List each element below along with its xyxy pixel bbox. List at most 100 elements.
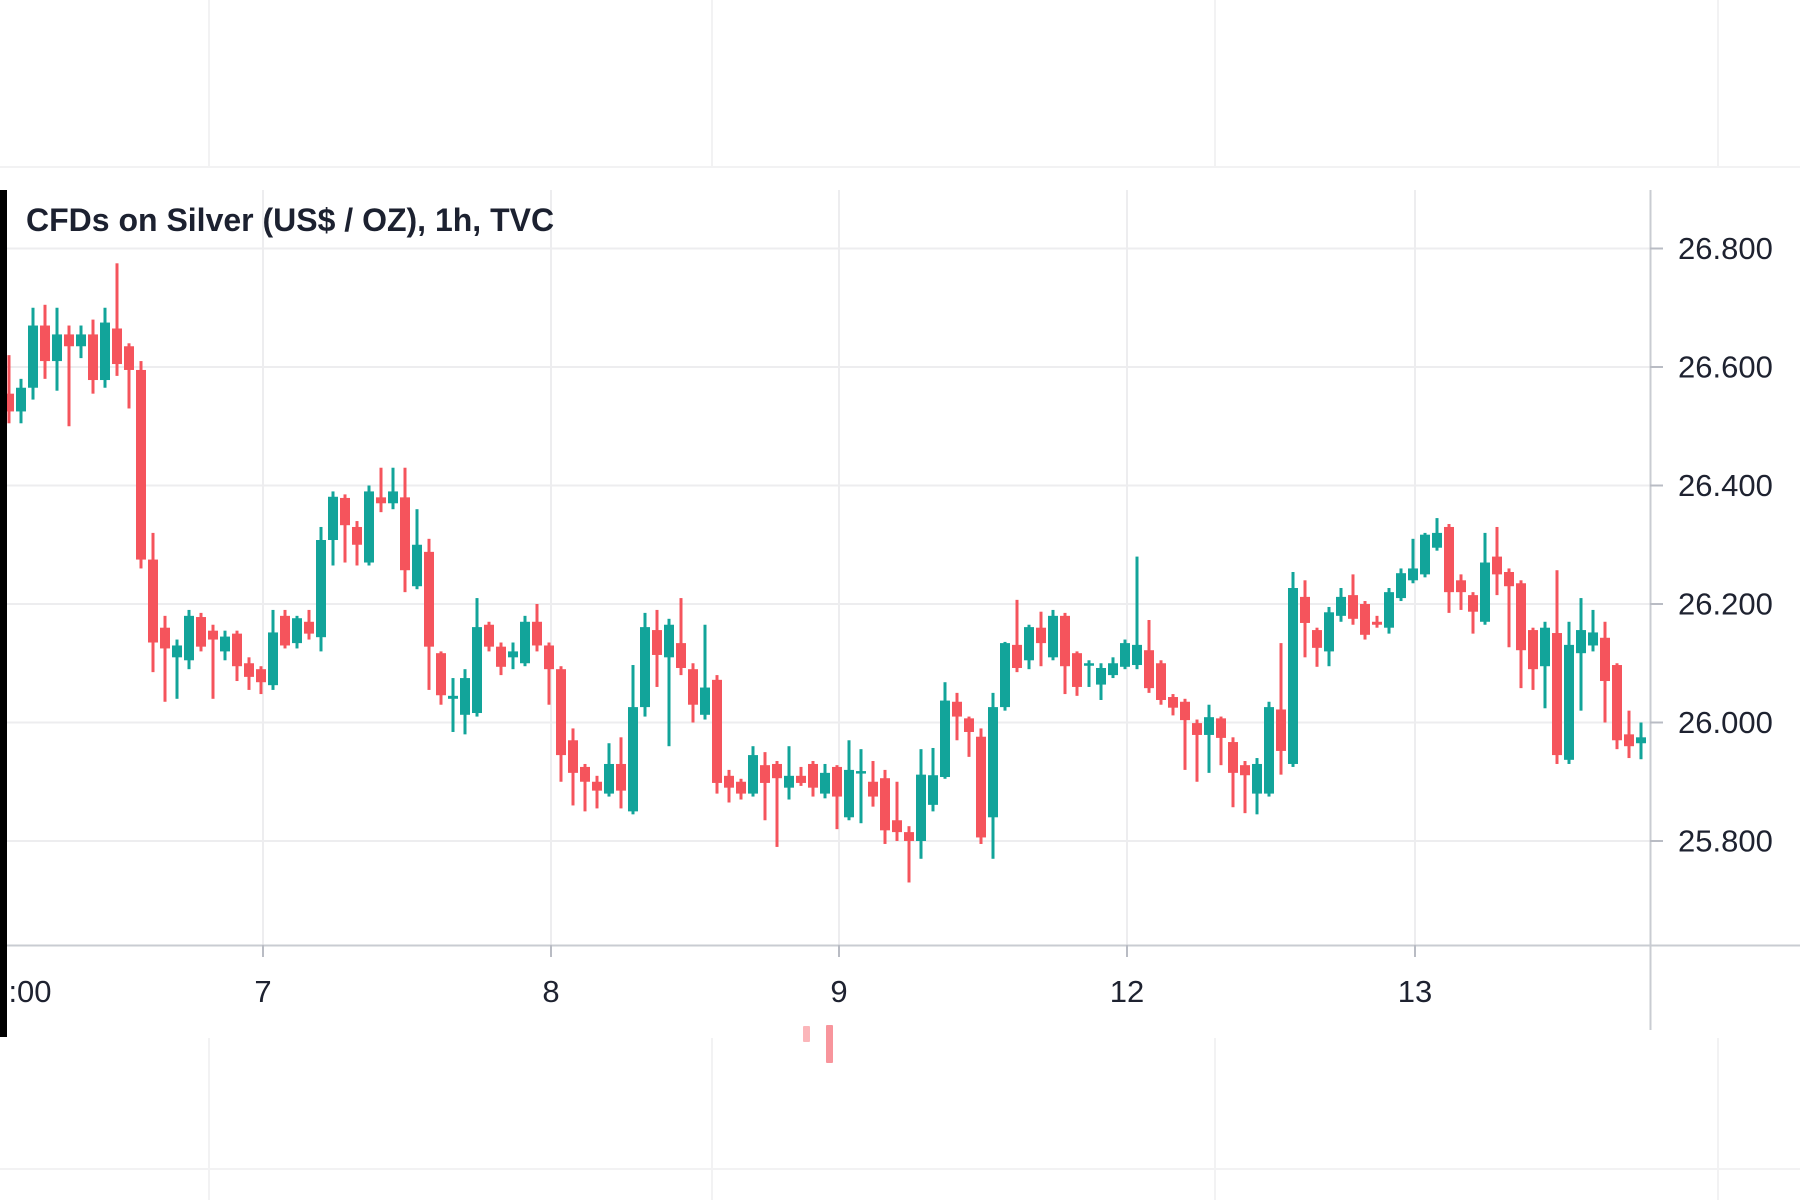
candle — [1264, 701, 1274, 797]
candle-body — [772, 763, 782, 779]
price-axis[interactable] — [1650, 190, 1800, 945]
candle — [148, 532, 158, 673]
chart-plot-area[interactable] — [7, 190, 1650, 945]
candle-body — [1276, 709, 1286, 751]
candle — [856, 749, 866, 824]
candle-body — [1072, 653, 1082, 687]
candle — [184, 609, 194, 670]
candle — [940, 682, 950, 779]
candle — [100, 307, 110, 388]
candle — [436, 651, 446, 705]
candle-body — [1588, 632, 1598, 646]
candle-body — [712, 679, 722, 783]
candle — [1396, 568, 1406, 602]
candle-body — [868, 781, 878, 797]
candle — [472, 598, 482, 717]
candle — [1300, 580, 1310, 658]
candle — [772, 761, 782, 847]
candle-wick — [775, 761, 779, 847]
candle-body — [280, 615, 290, 646]
candle-body — [544, 645, 554, 670]
candle-wick — [115, 263, 119, 376]
candle-body — [460, 678, 470, 715]
candle — [1120, 639, 1130, 670]
candle-body — [1624, 734, 1634, 747]
candle — [1228, 737, 1238, 808]
candle-wick — [1183, 698, 1187, 770]
candle — [376, 467, 386, 513]
candle-wick — [1375, 615, 1379, 628]
candle-body — [784, 775, 794, 788]
candle-body — [844, 769, 854, 818]
time-axis-labels: :00 7 8 9 12 13 — [8, 974, 1432, 1009]
candle — [232, 630, 242, 682]
candle — [1528, 627, 1538, 690]
candle — [448, 678, 458, 732]
price-label: 26.200 — [1678, 587, 1773, 622]
candle-body — [184, 615, 194, 661]
candle-body — [628, 707, 638, 812]
time-label: 7 — [254, 974, 271, 1009]
candle-body — [1408, 568, 1418, 581]
price-label: 26.400 — [1678, 468, 1773, 503]
candle-body — [1432, 532, 1442, 548]
candle — [88, 319, 98, 394]
candle-wick — [1243, 761, 1247, 814]
candle — [724, 769, 734, 803]
candle-body — [556, 669, 566, 756]
candle-body — [1540, 627, 1550, 667]
candle-body — [664, 624, 674, 658]
candle — [1420, 532, 1430, 578]
candle-body — [136, 369, 146, 560]
time-label: 8 — [542, 974, 559, 1009]
candle-body — [1144, 650, 1154, 689]
candle — [64, 325, 74, 427]
candle-body — [952, 701, 962, 717]
candle — [1324, 606, 1334, 667]
candle-body — [340, 497, 350, 526]
candle-body — [316, 540, 326, 638]
candle — [556, 666, 566, 782]
candle-body — [400, 497, 410, 571]
candles-layer — [4, 263, 1646, 883]
candle — [544, 642, 554, 705]
candle-body — [1288, 588, 1298, 764]
candle — [1204, 704, 1214, 773]
candle-body — [1264, 707, 1274, 794]
candle — [712, 675, 722, 794]
candle-wick — [1279, 643, 1283, 775]
candle — [1084, 660, 1094, 687]
candle-wick — [895, 781, 899, 841]
candle — [676, 598, 686, 676]
candle-body — [724, 775, 734, 788]
candle — [112, 263, 122, 376]
candle — [1552, 570, 1562, 764]
candle-body — [1048, 615, 1058, 658]
candle-body — [232, 633, 242, 667]
candle — [1408, 538, 1418, 584]
time-label: 9 — [830, 974, 847, 1009]
candle-body — [64, 334, 74, 347]
candle — [304, 609, 314, 640]
candle — [892, 781, 902, 841]
candle-body — [1444, 526, 1454, 593]
candle-wick — [211, 624, 215, 699]
candle-wick — [1015, 599, 1019, 673]
candle-body — [76, 334, 86, 347]
price-label: 26.000 — [1678, 705, 1773, 740]
candle — [1132, 556, 1142, 670]
candle — [76, 325, 86, 359]
time-axis[interactable] — [0, 945, 1650, 1005]
candle — [880, 769, 890, 844]
price-label: 26.600 — [1678, 350, 1773, 385]
candle — [784, 746, 794, 800]
candle — [1024, 624, 1034, 670]
candle — [496, 642, 506, 676]
candle-wick — [343, 494, 347, 563]
candle — [1096, 663, 1106, 700]
candle — [628, 665, 638, 815]
candle-body — [1636, 737, 1646, 744]
